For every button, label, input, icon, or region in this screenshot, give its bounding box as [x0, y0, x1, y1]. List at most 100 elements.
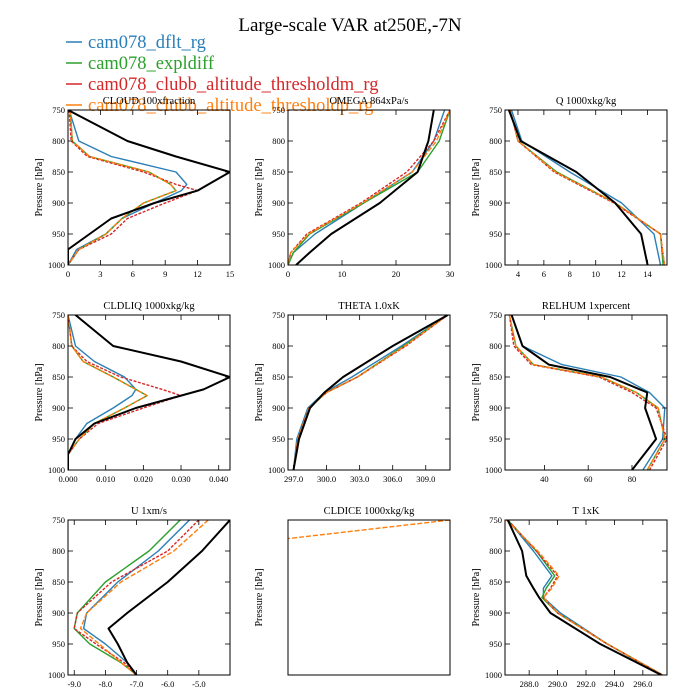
x-tick-label: 15 — [226, 269, 235, 279]
panel-q: Q 1000xkg/kg Pressure [hPa] 750 800 850 900 95… — [471, 96, 668, 279]
y-tick-label: 950 — [52, 434, 65, 444]
y-tick-label: 750 — [489, 105, 502, 115]
y-tick-label: 900 — [52, 608, 65, 618]
y-tick-label: 800 — [52, 136, 65, 146]
x-tick-label: 297.0 — [284, 474, 303, 484]
series-line — [292, 315, 449, 470]
series-line — [68, 315, 148, 470]
series-line — [505, 520, 664, 675]
x-tick-label: 14 — [643, 269, 652, 279]
panel-relhum: RELHUM 1xpercent Pressure [hPa] 750 800 850 9… — [471, 301, 668, 484]
y-tick-label: 1000 — [48, 670, 65, 680]
y-axis-label: Pressure [hPa] — [471, 158, 482, 216]
series-line — [68, 315, 148, 470]
y-tick-label: 800 — [272, 136, 285, 146]
plot-frame — [287, 109, 451, 266]
y-tick-label: 900 — [272, 198, 285, 208]
series-line — [507, 520, 664, 675]
y-tick-label: 900 — [489, 403, 502, 413]
y-tick-label: 750 — [52, 515, 65, 525]
series-line — [295, 110, 435, 265]
x-tick-label: -8.0 — [99, 679, 112, 689]
y-tick-label: 750 — [52, 105, 65, 115]
x-tick-label: 303.0 — [350, 474, 369, 484]
series-line — [79, 520, 209, 675]
y-tick-label: 900 — [489, 608, 502, 618]
y-axis-label: Pressure [hPa] — [34, 568, 45, 626]
series-line — [292, 315, 449, 470]
y-tick-label: 850 — [489, 372, 502, 382]
y-tick-label: 850 — [52, 372, 65, 382]
x-tick-label: 10 — [338, 269, 347, 279]
series-line — [507, 520, 664, 675]
y-tick-label: 950 — [489, 434, 502, 444]
panel-title: T 1xK — [573, 506, 600, 517]
legend: cam078_dflt_rgcam078_expldiffcam078_club… — [66, 33, 378, 116]
series-line — [73, 520, 200, 675]
x-tick-label: 12 — [193, 269, 202, 279]
plot-frame — [67, 314, 231, 471]
series-line — [508, 315, 666, 470]
x-tick-label: 309.0 — [416, 474, 435, 484]
x-tick-label: 294.0 — [605, 679, 624, 689]
legend-entry: cam078_expldiff — [88, 54, 215, 74]
series-line — [510, 315, 666, 470]
series-line — [68, 315, 182, 470]
x-tick-label: -7.0 — [130, 679, 143, 689]
figure-title: Large-scale VAR at250E,-7N — [238, 15, 461, 36]
series-line — [508, 315, 666, 470]
panel-omega: OMEGA 864xPa/s Pressure [hPa] 750 800 850 900… — [254, 96, 454, 279]
y-axis-label: Pressure [hPa] — [34, 158, 45, 216]
y-tick-label: 850 — [272, 167, 285, 177]
y-tick-label: 800 — [489, 341, 502, 351]
series-line — [510, 315, 658, 470]
series-line — [288, 110, 446, 265]
plot-frame — [287, 314, 451, 471]
series-line — [73, 520, 181, 675]
legend-entry: cam078_clubb_altitude_thresholdm_rg — [88, 75, 378, 95]
series-line — [68, 110, 177, 265]
y-tick-label: 950 — [52, 229, 65, 239]
y-tick-label: 850 — [52, 577, 65, 587]
y-tick-label: 800 — [52, 546, 65, 556]
series-line — [292, 315, 449, 470]
series-line — [82, 520, 190, 675]
y-tick-label: 850 — [52, 167, 65, 177]
y-tick-label: 800 — [489, 136, 502, 146]
y-tick-label: 850 — [272, 372, 285, 382]
x-tick-label: 0 — [66, 269, 70, 279]
plot-frame — [504, 109, 668, 266]
legend-entry: cam078_clubb_altitude_thresholdp_rg — [88, 96, 373, 116]
series-line — [507, 520, 662, 675]
series-line — [288, 110, 450, 265]
series-line — [288, 110, 450, 265]
y-tick-label: 1000 — [485, 260, 502, 270]
y-tick-label: 750 — [489, 310, 502, 320]
y-axis-label: Pressure [hPa] — [34, 363, 45, 421]
series-line — [68, 110, 230, 265]
series-line — [107, 520, 230, 675]
panel-title: RELHUM 1xpercent — [542, 301, 630, 312]
x-tick-label: 0.030 — [171, 474, 190, 484]
series-line — [68, 110, 177, 265]
y-tick-label: 1000 — [268, 465, 285, 475]
x-tick-label: 0.020 — [134, 474, 153, 484]
series-line — [288, 520, 450, 540]
y-tick-label: 750 — [52, 310, 65, 320]
panel-title: Q 1000xkg/kg — [556, 96, 617, 107]
plot-frame — [287, 519, 451, 676]
x-tick-label: 60 — [584, 474, 593, 484]
panel-t: T 1xK Pressure [hPa] 750 800 850 900 950 1000 28… — [471, 506, 668, 689]
panel-title: CLDICE 1000xkg/kg — [324, 506, 415, 517]
panel-title: CLDLIQ 1000xkg/kg — [103, 301, 195, 312]
y-tick-label: 950 — [272, 434, 285, 444]
panel-title: U 1xm/s — [131, 506, 167, 517]
panel-u: U 1xm/s Pressure [hPa] 750 800 850 900 950 1000… — [34, 506, 231, 689]
y-tick-label: 750 — [272, 310, 285, 320]
panel-title: CLOUD 100xfraction — [103, 96, 196, 107]
x-tick-label: -5.0 — [192, 679, 205, 689]
y-tick-label: 900 — [272, 403, 285, 413]
panel-title: THETA 1.0xK — [338, 301, 400, 312]
x-tick-label: 80 — [628, 474, 637, 484]
